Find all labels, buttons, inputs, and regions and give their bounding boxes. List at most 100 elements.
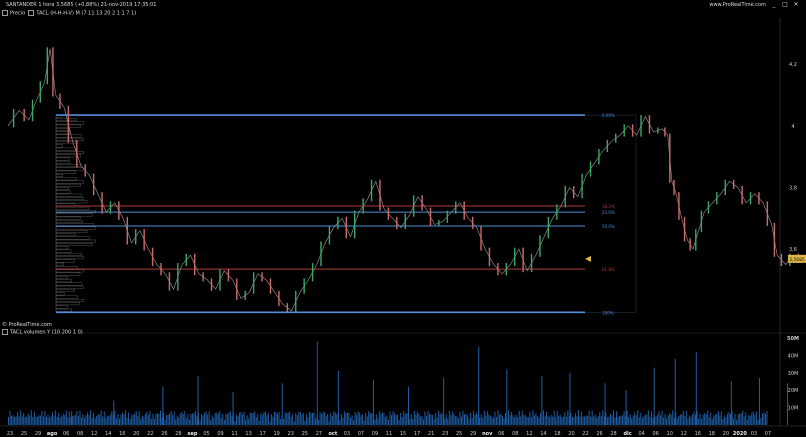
volume-bar (173, 411, 175, 425)
price-candle (337, 216, 339, 230)
x-tick-label: 04 (638, 431, 644, 437)
volume-bar (160, 410, 161, 425)
volume-profile-bar (55, 190, 71, 194)
volume-bar (614, 417, 616, 425)
volume-bar (193, 413, 195, 425)
volume-bar (388, 419, 389, 425)
volume-bar (255, 417, 257, 425)
volume-profile-bar (55, 282, 83, 286)
volume-bar (35, 416, 37, 425)
volume-bar (464, 414, 465, 425)
volume-bar (366, 416, 368, 425)
price-legend: Precio TACL (H-H-H-V) M (7 11 13 20 2 1 … (2, 10, 136, 18)
brand-link[interactable]: www.ProRealTime.com (709, 2, 766, 8)
price-candle (387, 207, 390, 220)
volume-bar (47, 414, 49, 425)
price-candle (589, 161, 592, 177)
volume-bar (492, 417, 494, 425)
volume-bar (512, 415, 514, 425)
volume-bar (460, 416, 462, 425)
volume-profile-bar (55, 160, 71, 164)
volume-bar (223, 420, 225, 425)
volume-bar (398, 420, 400, 425)
indicator-legend-swatch[interactable] (28, 10, 35, 16)
volume-bar (491, 416, 493, 425)
minimize-icon[interactable]: _ (772, 1, 776, 8)
volume-bar (695, 414, 697, 425)
price-candle (269, 278, 272, 294)
volume-bar (350, 417, 351, 425)
close-icon[interactable]: ✕ (793, 1, 799, 8)
volume-bar (498, 414, 500, 425)
volume-bar (128, 412, 130, 425)
volume-spike-bar (695, 351, 697, 425)
x-tick-label: 23 (7, 431, 13, 437)
volume-bar (684, 416, 686, 425)
volume-bar (270, 414, 272, 425)
x-tick-label: 12 (681, 431, 687, 437)
last-price-arrow (585, 255, 591, 262)
volume-bar (761, 413, 763, 425)
volume-profile-bar (55, 197, 84, 200)
volume-bar (210, 420, 212, 425)
volume-bar (509, 415, 511, 425)
x-tick-label: 16 (119, 431, 125, 437)
volume-spike-bar (408, 386, 410, 425)
volume-bar (170, 411, 172, 425)
volume-bar (375, 414, 377, 425)
price-tick-label: 3,6 (789, 247, 797, 253)
volume-bar (568, 415, 570, 425)
volume-spike-bar (337, 371, 339, 425)
x-tick-label: 12 (91, 431, 97, 437)
volume-profile-bar (55, 275, 68, 279)
volume-spike-bar (730, 381, 732, 425)
x-tick-label: nov (482, 431, 493, 437)
price-candle (683, 216, 686, 242)
x-tick-label: 06 (63, 431, 69, 437)
maximize-icon[interactable]: □ (782, 1, 788, 8)
x-tick-label: 20 (133, 431, 139, 437)
price-candle (236, 278, 238, 300)
volume-bar (76, 411, 78, 425)
volume-bar (574, 413, 576, 425)
volume-bar (246, 415, 248, 425)
volume-bar (252, 412, 254, 425)
volume-bar (661, 410, 663, 425)
volume-bar (454, 416, 456, 425)
volume-bar (620, 415, 622, 425)
volume-spike-bar (506, 369, 508, 425)
volume-bar (412, 419, 414, 425)
volume-profile-bar (55, 174, 63, 177)
volume-bar (713, 415, 715, 425)
volume-bar (46, 416, 47, 425)
volume-bar (558, 415, 560, 425)
volume-bar (301, 414, 303, 425)
price-panel[interactable]: 0.00% 38.2%23.6% 50.0% 61.8% 100% 3,6 3,8 4 4,2 3… (0, 18, 806, 425)
price-legend-swatch[interactable] (2, 10, 8, 16)
volume-bar (229, 411, 231, 425)
volume-bar (448, 410, 450, 425)
volume-bar (217, 413, 219, 425)
volume-bar (280, 418, 282, 425)
volume-bar (169, 413, 171, 425)
volume-panel[interactable]: 10M20M30M40M50MNo supply (8, 336, 806, 425)
volume-bar (714, 415, 716, 425)
volume-profile-bar (55, 252, 83, 256)
volume-bar (378, 411, 380, 425)
volume-bar (406, 413, 408, 425)
volume-bar (44, 410, 46, 425)
volume-bar (567, 410, 569, 425)
volume-legend-swatch[interactable] (2, 329, 8, 335)
volume-bar (147, 414, 149, 425)
x-tick-label: 14 (540, 431, 546, 437)
x-tick-label: 27 (316, 431, 322, 437)
volume-bar (108, 416, 110, 425)
volume-bar (401, 416, 403, 425)
volume-bar (571, 416, 573, 425)
volume-bar (220, 417, 222, 425)
volume-spike-bar (162, 386, 164, 425)
volume-spike-bar (758, 378, 760, 425)
price-tick-label: 3,8 (789, 185, 797, 191)
volume-bar (290, 416, 292, 425)
